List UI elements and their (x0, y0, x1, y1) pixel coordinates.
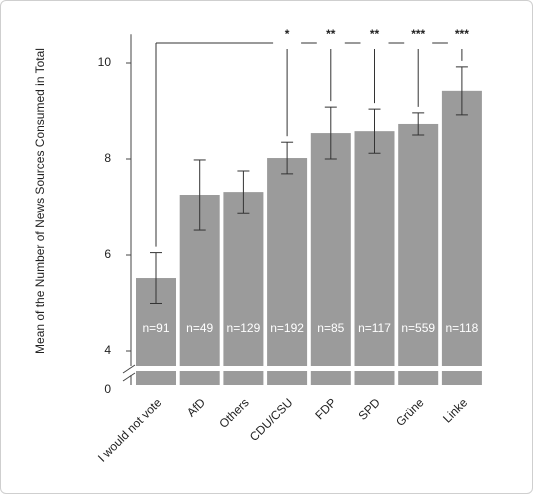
x-tick-label: Grüne (393, 395, 427, 429)
n-label: n=85 (317, 321, 344, 335)
n-label: n=559 (401, 321, 435, 335)
axis-break (122, 364, 136, 374)
bar-base (136, 371, 176, 385)
bar (354, 131, 395, 366)
bar-base (310, 371, 351, 385)
x-tick-label: Linke (440, 395, 470, 425)
n-label: n=118 (445, 321, 478, 335)
bar-base (398, 371, 439, 385)
n-label: n=49 (186, 321, 213, 335)
n-label: n=91 (142, 321, 169, 335)
bar (267, 158, 308, 366)
x-tick-label: I would not vote (95, 395, 165, 465)
bar-base (179, 371, 220, 385)
significance-label: * (285, 27, 290, 41)
bar (310, 133, 351, 366)
bar-base (223, 371, 264, 385)
significance-label: ** (326, 27, 336, 41)
y-tick-label: 10 (98, 55, 112, 69)
bar-base (354, 371, 395, 385)
n-label: n=192 (270, 321, 304, 335)
n-label: n=129 (227, 321, 261, 335)
bar-base (267, 371, 308, 385)
n-label: n=117 (358, 321, 391, 335)
significance-label: *** (411, 27, 425, 41)
x-tick-label: FDP (312, 395, 339, 422)
y-tick-label: 8 (104, 151, 111, 165)
y-axis-label: Mean of the Number of News Sources Consu… (33, 48, 47, 354)
x-tick-label: AfD (184, 395, 208, 419)
x-tick-label: CDU/CSU (247, 395, 296, 444)
y-tick-label: 0 (104, 382, 111, 396)
x-tick-label: SPD (356, 395, 384, 423)
significance-label: ** (370, 27, 380, 41)
bar-base (441, 371, 482, 385)
bar (441, 90, 482, 366)
y-tick-label: 6 (104, 247, 111, 261)
x-tick-label: Others (216, 395, 251, 430)
significance-label: *** (455, 27, 469, 41)
bar (398, 123, 439, 367)
bar (223, 192, 264, 366)
y-tick-label: 4 (104, 343, 111, 357)
axis-break (122, 372, 136, 382)
